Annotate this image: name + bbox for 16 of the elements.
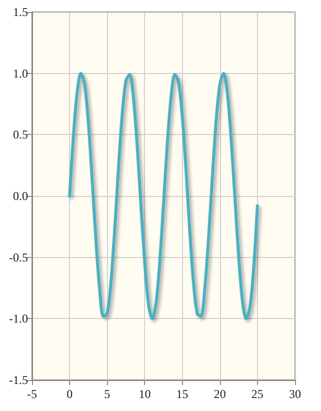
y-tick-label: 1.0 [13,66,28,80]
line-series [68,72,259,320]
x-tick-label: 5 [104,387,110,401]
y-tick-label: -1.0 [9,312,28,326]
y-tick-label: 0.0 [13,189,28,203]
y-tick-label: -0.5 [9,250,28,264]
x-tick-label: 10 [138,387,151,401]
x-tick-label: 20 [214,387,226,401]
x-tick-label: 30 [289,387,301,401]
x-tick-label: 15 [176,387,188,401]
x-tick-label: 25 [251,387,264,401]
y-tick-label: 0.5 [13,128,28,142]
x-tick-label: -5 [27,387,37,401]
y-tick-label: 1.5 [13,5,28,19]
x-tick-label: 0 [66,387,73,401]
y-tick-label: -1.5 [9,373,28,387]
